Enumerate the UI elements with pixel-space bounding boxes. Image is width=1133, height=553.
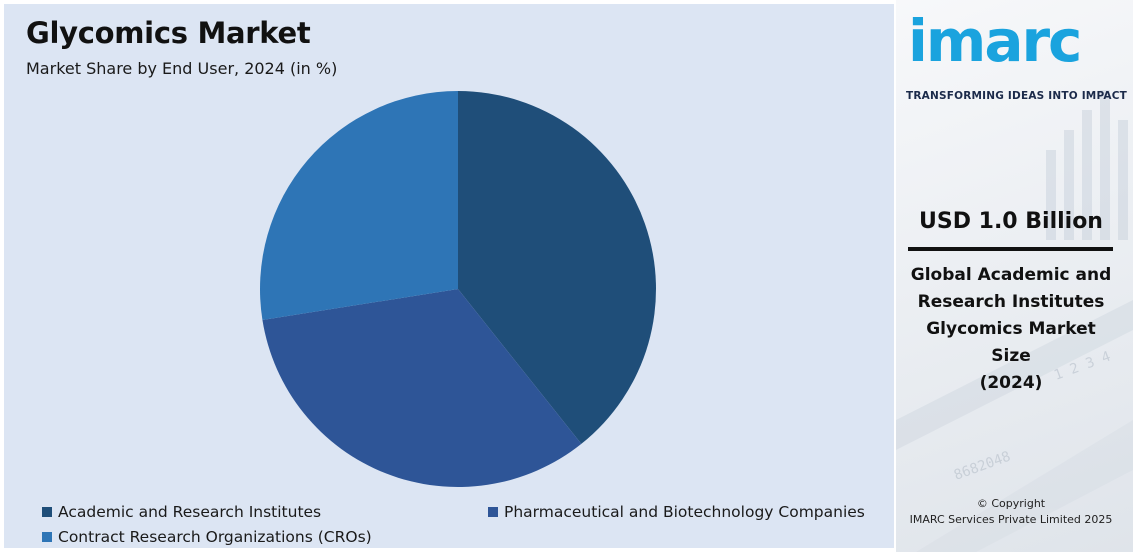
description-line: Glycomics Market bbox=[926, 319, 1096, 339]
legend-item-cro: Contract Research Organizations (CROs) bbox=[42, 528, 372, 546]
svg-text:8682048: 8682048 bbox=[952, 449, 1013, 484]
copyright-notice: © Copyright IMARC Services Private Limit… bbox=[896, 496, 1126, 528]
description-line: Global Academic and bbox=[910, 265, 1112, 285]
chart-subtitle: Market Share by End User, 2024 (in %) bbox=[26, 59, 338, 78]
chart-panel: Glycomics Market Market Share by End Use… bbox=[4, 4, 894, 548]
description-line: Size bbox=[991, 346, 1031, 366]
copyright-line: IMARC Services Private Limited 2025 bbox=[909, 513, 1113, 526]
pie-slice-pharma bbox=[262, 289, 582, 487]
chart-title: Glycomics Market bbox=[26, 16, 311, 50]
pie-slice-academic bbox=[458, 91, 656, 444]
chart-legend: Academic and Research Institutes Pharmac… bbox=[42, 503, 892, 553]
logo-wordmark: imarc bbox=[908, 7, 1082, 75]
legend-swatch bbox=[42, 532, 52, 542]
divider bbox=[908, 247, 1113, 251]
legend-label: Pharmaceutical and Biotechnology Compani… bbox=[504, 503, 865, 521]
legend-swatch bbox=[42, 507, 52, 517]
description-line: (2024) bbox=[979, 373, 1043, 393]
info-sidebar: 1 2 3 4 8682048 imarc TRANSFORMING IDEAS… bbox=[896, 0, 1133, 552]
pie-chart bbox=[260, 91, 656, 487]
copyright-line: © Copyright bbox=[976, 497, 1046, 510]
legend-swatch bbox=[488, 507, 498, 517]
legend-item-pharma: Pharmaceutical and Biotechnology Compani… bbox=[488, 503, 865, 521]
legend-label: Contract Research Organizations (CROs) bbox=[58, 528, 372, 546]
market-size-value: USD 1.0 Billion bbox=[919, 209, 1103, 234]
market-size-description: Global Academic and Research Institutes … bbox=[902, 262, 1120, 397]
logo-tagline: TRANSFORMING IDEAS INTO IMPACT bbox=[906, 90, 1127, 102]
legend-item-academic: Academic and Research Institutes bbox=[42, 503, 321, 521]
pie-slice-cro bbox=[260, 91, 458, 320]
legend-label: Academic and Research Institutes bbox=[58, 503, 322, 521]
background-graphic: 1 2 3 4 8682048 bbox=[896, 90, 1133, 552]
description-line: Research Institutes bbox=[917, 292, 1105, 312]
